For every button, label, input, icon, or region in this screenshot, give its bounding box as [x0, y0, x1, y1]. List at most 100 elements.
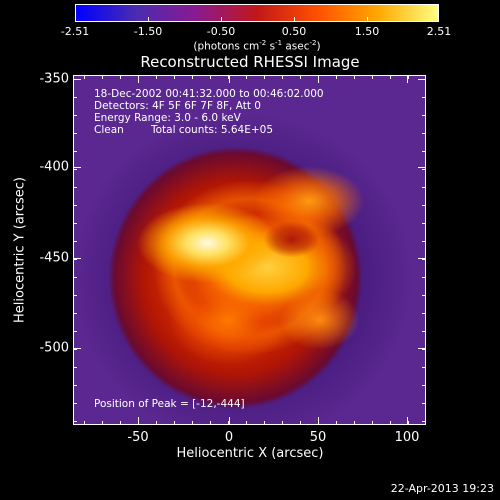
axis-tick [354, 421, 355, 425]
axis-tick [138, 421, 139, 425]
unit-text: ) [316, 40, 321, 53]
peak-position-label: Position of Peak = [-12,-444] [94, 398, 245, 410]
axis-tick [246, 421, 247, 425]
colorbar-tick-label: 0.50 [281, 25, 307, 38]
axis-tick [422, 367, 426, 368]
axis-tick [407, 75, 408, 83]
axis-tick [418, 258, 426, 259]
axis-tick [422, 259, 426, 260]
axis-tick [73, 169, 77, 170]
axis-tick [73, 187, 77, 188]
axis-tick [336, 421, 337, 425]
axis-tick [422, 187, 426, 188]
axis-tick [73, 348, 81, 349]
axis-tick [73, 115, 77, 116]
axis-tick [73, 79, 81, 80]
axis-tick [156, 75, 157, 79]
unit-exponent: -1 [275, 39, 283, 47]
axis-tick [422, 421, 426, 422]
axis-tick [282, 75, 283, 79]
x-tick-label: 100 [394, 430, 420, 445]
axis-tick [336, 75, 337, 79]
axis-tick [418, 167, 426, 168]
total-counts-label: Total counts: 5.64E+05 [151, 124, 274, 136]
axis-tick [422, 169, 426, 170]
axis-tick [73, 331, 77, 332]
axis-tick [354, 75, 355, 79]
colorbar-tick-label: 1.50 [354, 25, 380, 38]
colorbar-tick-label: -2.51 [60, 25, 90, 38]
axis-tick [422, 133, 426, 134]
axis-tick [418, 348, 426, 349]
detectors-label: Detectors: 4F 5F 6F 7F 8F, Att 0 [94, 100, 261, 112]
colorbar-tick-label: -1.50 [133, 25, 163, 38]
axis-tick [422, 223, 426, 224]
axis-tick [120, 421, 121, 425]
energy-range-label: Energy Range: 3.0 - 6.0 keV [94, 112, 241, 124]
colorbar-tick [221, 17, 222, 22]
unit-text: s [266, 40, 276, 53]
axis-tick [422, 313, 426, 314]
unit-exponent: -2 [309, 39, 317, 47]
axis-tick [73, 151, 77, 152]
axis-tick [264, 421, 265, 425]
unit-text: asec [282, 40, 310, 53]
x-tick-label: -50 [127, 430, 149, 445]
axis-tick [422, 115, 426, 116]
axis-tick [84, 75, 85, 79]
axis-tick [102, 421, 103, 425]
axis-tick [422, 277, 426, 278]
axis-tick [228, 421, 229, 425]
x-tick-label: 50 [309, 430, 327, 445]
axis-tick [73, 97, 77, 98]
axis-tick [246, 75, 247, 79]
colorbar-tick [294, 17, 295, 22]
rhessi-image [74, 76, 425, 424]
axis-tick [174, 75, 175, 79]
axis-tick [300, 75, 301, 79]
axis-tick [422, 241, 426, 242]
axis-tick [282, 421, 283, 425]
image-plot-area: 18-Dec-2002 00:41:32.000 to 00:46:02.000… [73, 75, 426, 425]
axis-tick [229, 75, 230, 83]
time-range-label: 18-Dec-2002 00:41:32.000 to 00:46:02.000 [94, 88, 324, 100]
axis-tick [422, 151, 426, 152]
axis-tick [138, 75, 139, 79]
axis-tick [390, 75, 391, 79]
y-axis-title: Heliocentric Y (arcsec) [12, 177, 28, 323]
colorbar-tick-label: 2.51 [426, 25, 452, 38]
axis-tick [372, 75, 373, 79]
axis-tick [422, 205, 426, 206]
axis-tick [120, 75, 121, 79]
axis-tick [318, 421, 319, 425]
axis-tick [408, 75, 409, 79]
axis-tick [73, 223, 77, 224]
axis-tick [73, 277, 77, 278]
axis-tick [407, 417, 408, 425]
axis-tick [73, 79, 77, 80]
unit-text: (photons cm [193, 40, 260, 53]
axis-tick [264, 75, 265, 79]
axis-tick [422, 403, 426, 404]
colorbar-tick [148, 17, 149, 22]
axis-tick [73, 385, 77, 386]
axis-tick [228, 75, 229, 79]
axis-tick [73, 167, 81, 168]
axis-tick [422, 295, 426, 296]
x-tick-label: 0 [224, 430, 234, 445]
colorbar-tick [367, 17, 368, 22]
plot-timestamp: 22-Apr-2013 19:23 [390, 482, 494, 495]
axis-tick [73, 258, 81, 259]
axis-tick [84, 421, 85, 425]
axis-tick [73, 133, 77, 134]
axis-tick [73, 259, 77, 260]
axis-tick [422, 97, 426, 98]
y-tick-label: -450 [39, 250, 69, 266]
y-tick-label: -500 [39, 340, 69, 356]
axis-tick [422, 349, 426, 350]
axis-tick [174, 421, 175, 425]
axis-tick [73, 421, 77, 422]
axis-tick [422, 79, 426, 80]
clean-label: Clean [94, 124, 124, 136]
